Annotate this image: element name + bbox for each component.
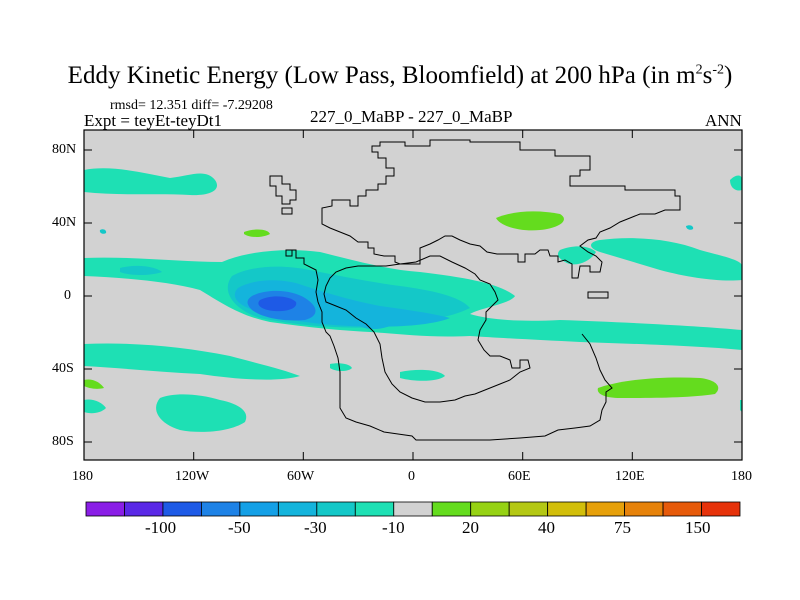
colorbar-box bbox=[393, 501, 433, 517]
colorbar-box bbox=[85, 501, 125, 517]
colorbar-box bbox=[239, 501, 279, 517]
colorbar-box bbox=[624, 501, 664, 517]
x-tick-label: 0 bbox=[408, 469, 415, 484]
colorbar-label: -30 bbox=[304, 518, 327, 537]
colorbar-box bbox=[662, 501, 702, 517]
season-label: ANN bbox=[705, 111, 742, 130]
contour-level-darkblue bbox=[258, 296, 297, 312]
colorbar-label: -10 bbox=[382, 518, 405, 537]
center-label: 227_0_MaBP - 227_0_MaBP bbox=[310, 107, 513, 126]
colorbar-box bbox=[354, 501, 395, 517]
colorbar-box bbox=[547, 501, 587, 517]
x-tick-label: 180 bbox=[731, 469, 752, 484]
x-tick-label: 60E bbox=[508, 469, 531, 484]
contour-small-blob bbox=[99, 225, 694, 234]
x-tick-label: 120E bbox=[615, 469, 645, 484]
colorbar-box bbox=[508, 501, 549, 517]
colorbar-box bbox=[701, 501, 741, 517]
colorbar-label: 150 bbox=[685, 518, 711, 537]
y-tick-label: 40N bbox=[52, 215, 77, 230]
expt-label: Expt = teyEt-teyDt1 bbox=[84, 111, 223, 130]
colorbar-box bbox=[277, 501, 318, 517]
x-tick-label: 180 bbox=[72, 469, 93, 484]
stats-label: rmsd= 12.351 diff= -7.29208 bbox=[110, 98, 273, 113]
colorbar-label: 75 bbox=[614, 518, 631, 537]
y-tick-label: 80N bbox=[52, 142, 77, 157]
x-tick-label: 120W bbox=[175, 469, 210, 484]
contour-level-green bbox=[84, 211, 719, 398]
y-tick-marks bbox=[84, 149, 742, 443]
y-tick-label: 80S bbox=[52, 434, 74, 449]
colorbar-box bbox=[201, 501, 241, 517]
colorbar bbox=[85, 501, 741, 517]
y-tick-label: 0 bbox=[64, 288, 71, 303]
colorbar-label: 40 bbox=[538, 518, 555, 537]
colorbar-box bbox=[585, 501, 625, 517]
chart-title: Eddy Kinetic Energy (Low Pass, Bloomfiel… bbox=[67, 62, 733, 89]
colorbar-label: 20 bbox=[462, 518, 479, 537]
colorbar-box bbox=[316, 501, 356, 517]
x-tick-marks bbox=[83, 130, 633, 460]
colorbar-label: -100 bbox=[145, 518, 177, 537]
colorbar-box bbox=[162, 501, 202, 517]
x-tick-label: 60W bbox=[287, 469, 315, 484]
coastline bbox=[269, 139, 681, 441]
y-tick-label: 40S bbox=[52, 361, 74, 376]
colorbar-box bbox=[431, 501, 472, 517]
colorbar-box bbox=[470, 501, 510, 517]
colorbar-label: -50 bbox=[228, 518, 251, 537]
colorbar-box bbox=[124, 501, 164, 517]
